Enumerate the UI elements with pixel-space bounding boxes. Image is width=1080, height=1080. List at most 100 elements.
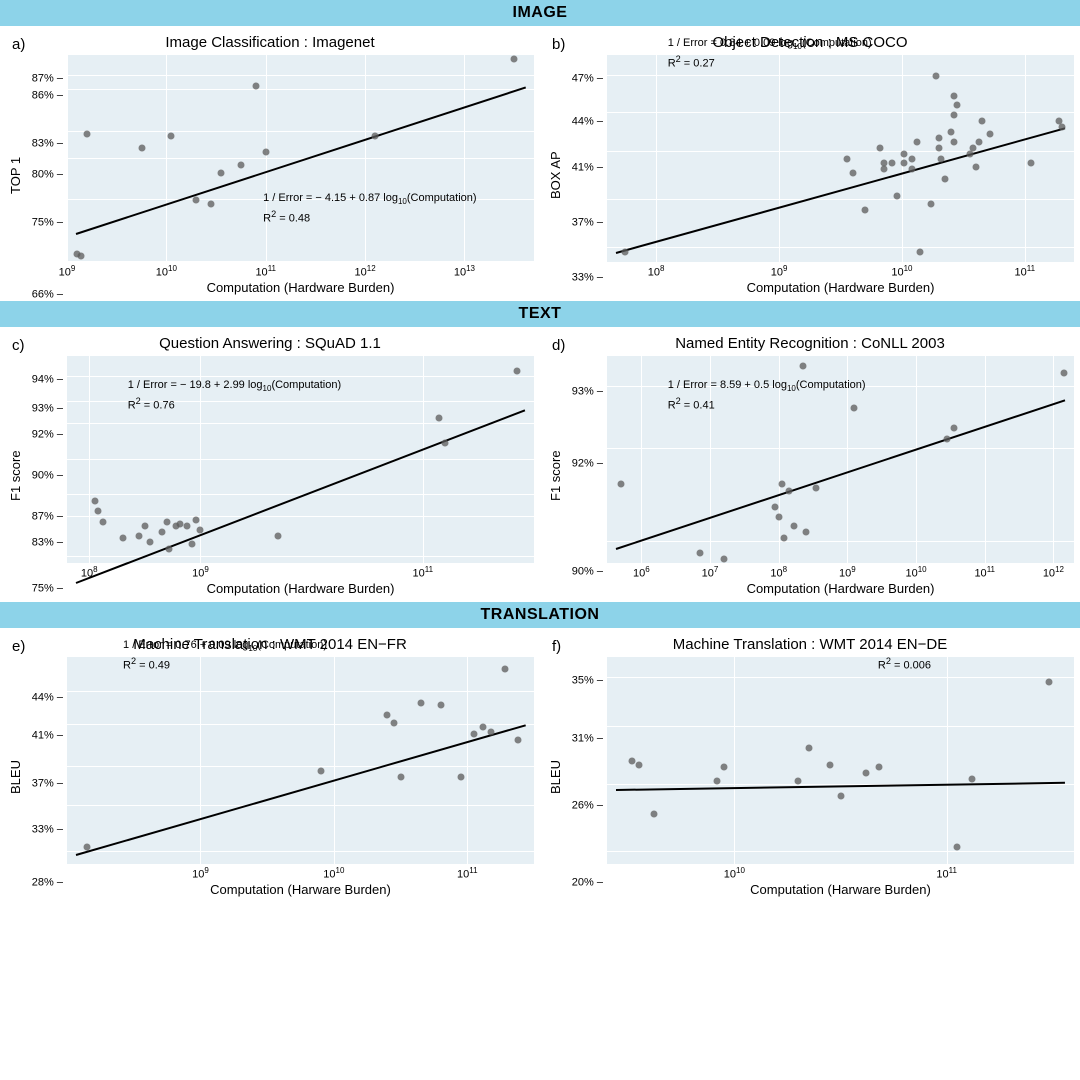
panel-e: e)Machine Translation : WMT 2014 EN−FRBL… [0,628,540,903]
x-tick: 107 [702,565,719,580]
plot-right-column: 1 / Error = 8.59 + 0.5 log10(Computation… [607,356,1074,596]
x-axis-label: Computation (Hardware Burden) [607,280,1074,295]
data-point [720,763,727,770]
data-point [987,130,994,137]
data-point [164,518,171,525]
y-tick: 33% – [572,273,603,284]
data-point [803,528,810,535]
data-point [837,792,844,799]
y-axis-label: BLEU [6,657,25,897]
y-tick: 28% – [32,877,63,888]
data-point [790,522,797,529]
x-tick: 1011 [255,264,276,279]
panel-title: Machine Translation : WMT 2014 EN−DE [546,636,1074,653]
data-point [978,118,985,125]
data-point [237,161,244,168]
panel-d: d)Named Entity Recognition : CoNLL 2003F… [540,327,1080,602]
data-point [943,435,950,442]
data-point [442,439,449,446]
plot-right-column: R2 = 0.00610101011Computation (Harware B… [607,657,1074,897]
data-point [275,533,282,540]
gridline-vertical [200,657,201,864]
x-tick: 106 [633,565,650,580]
plot-background [607,55,1074,262]
data-point [197,526,204,533]
data-point [696,549,703,556]
x-tick: 1013 [454,264,475,279]
gridline-vertical [779,55,780,262]
x-axis-label: Computation (Harware Burden) [67,882,534,897]
y-tick: 33% – [32,824,63,835]
data-point [970,145,977,152]
regression-annotation: 1 / Error = 8.59 + 0.5 log10(Computation… [668,378,866,413]
gridline-vertical [266,55,267,262]
gridline-vertical [1025,55,1026,262]
data-point [514,736,521,743]
x-tick: 1011 [457,866,478,881]
y-ticks: 75% –83% –87% –90% –92% –93% –94% – [25,356,67,596]
plot-area: 1 / Error = − 19.8 + 2.99 log10(Computat… [67,356,534,563]
plot-wrap: F1 score75% –83% –87% –90% –92% –93% –94… [6,356,534,596]
gridline-vertical [365,55,366,262]
data-point [950,112,957,119]
data-point [262,149,269,156]
data-point [954,844,961,851]
gridline-horizontal [67,766,534,767]
plot-wrap: F1 score90% –92% –93% –1 / Error = 8.59 … [546,356,1074,596]
data-point [119,535,126,542]
x-tick: 1010 [323,866,344,881]
gridline-horizontal [607,75,1074,76]
data-point [99,518,106,525]
plot-area: 1 / Error = 0.76 + 0.09 log10(Computatio… [67,657,534,864]
gridline-horizontal [67,691,534,692]
y-tick: 41% – [572,162,603,173]
y-tick: 75% – [32,583,63,594]
y-tick: 83% – [32,138,63,149]
data-point [138,145,145,152]
data-point [158,528,165,535]
data-point [876,145,883,152]
data-point [650,811,657,818]
y-tick: 44% – [32,692,63,703]
y-axis-label: BLEU [546,657,565,897]
panel-label: e) [12,638,25,655]
y-ticks: 90% –92% –93% – [565,356,607,596]
plot-right-column: 1 / Error = − 19.8 + 2.99 log10(Computat… [67,356,534,596]
x-tick: 108 [648,264,665,279]
section-header-image: IMAGE [0,0,1080,26]
plot-background [607,657,1074,864]
data-point [77,252,84,259]
data-point [617,481,624,488]
section-header-text: TEXT [0,301,1080,327]
data-point [875,763,882,770]
x-tick: 1011 [413,565,434,580]
row-image: a)Image Classification : ImagenetTOP 166… [0,26,1080,301]
plot-area: 1 / Error = − 4.15 + 0.87 log10(Computat… [67,55,534,262]
x-tick: 109 [839,565,856,580]
plot-right-column: 1 / Error = 0.84 + 0.09 log10(Computatio… [607,55,1074,295]
y-ticks: 66% –75% –80% –83% –86% –87% – [25,55,67,295]
y-tick: 93% – [32,403,63,414]
y-ticks: 20% –26% –31% –35% – [565,657,607,897]
data-point [950,425,957,432]
y-axis-label: TOP 1 [6,55,25,295]
panel-title: Image Classification : Imagenet [6,34,534,51]
data-point [193,196,200,203]
gridline-vertical [656,55,657,262]
data-point [317,767,324,774]
data-point [795,778,802,785]
data-point [208,201,215,208]
regression-annotation: R2 = 0.006 [878,655,931,674]
data-point [849,170,856,177]
x-axis-label: Computation (Hardware Burden) [67,280,534,295]
data-point [84,844,91,851]
x-tick: 109 [771,264,788,279]
y-tick: 37% – [32,779,63,790]
data-point [141,522,148,529]
plot-wrap: BLEU28% –33% –37% –41% –44% –1 / Error =… [6,657,534,897]
data-point [436,415,443,422]
x-ticks: 10810910101011 [607,262,1074,280]
plot-right-column: 1 / Error = 0.76 + 0.09 log10(Computatio… [67,657,534,897]
y-tick: 37% – [572,218,603,229]
gridline-vertical [89,356,90,563]
